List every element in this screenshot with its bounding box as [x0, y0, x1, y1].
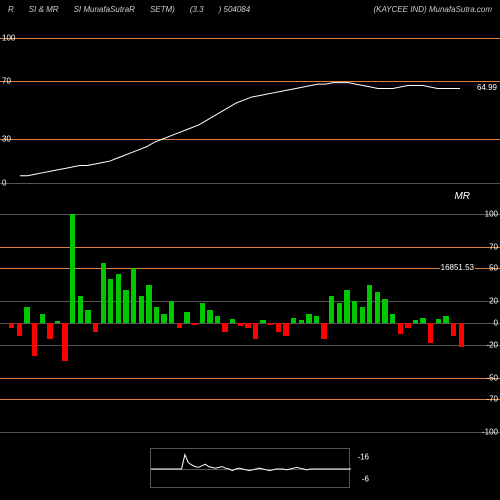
gridline — [0, 399, 500, 400]
header-label-3: SI MunafaSutraR — [74, 5, 135, 14]
mr-bar — [9, 323, 14, 328]
mr-bar — [154, 307, 159, 323]
mr-bar — [192, 323, 197, 325]
mr-bar — [451, 323, 456, 336]
mini-line-svg — [151, 449, 351, 489]
mr-bar — [85, 310, 90, 323]
mr-bar — [352, 301, 357, 323]
y-tick-label: 50 — [489, 264, 498, 273]
mr-bar — [260, 320, 265, 323]
mr-bar — [337, 303, 342, 323]
mr-bar — [222, 323, 227, 332]
mr-bar — [169, 301, 174, 323]
y-tick-label: -20 — [486, 340, 498, 349]
gridline — [0, 345, 500, 346]
mr-bar — [123, 290, 128, 323]
mr-bar — [200, 303, 205, 323]
mr-bar — [436, 319, 441, 323]
mr-bar — [459, 323, 464, 347]
mr-bar — [390, 314, 395, 323]
mr-bar — [420, 318, 425, 323]
mr-bar — [230, 319, 235, 323]
mr-bar — [360, 307, 365, 323]
mr-bar — [344, 290, 349, 323]
mr-value-label: 16851.53 — [440, 263, 475, 272]
rsi-chart-panel: 0307010064.99 — [0, 23, 500, 183]
mr-bar — [413, 320, 418, 323]
mr-bar — [184, 312, 189, 323]
mr-bar — [398, 323, 403, 334]
mr-chart-panel: MR -100-70-50-20020507010016851.53 — [0, 203, 500, 443]
mr-bar — [245, 323, 250, 328]
chart-header: R SI & MR SI MunafaSutraR SETM) (3.3 ) 5… — [0, 0, 500, 18]
mr-bar — [329, 296, 334, 323]
mr-bar — [291, 318, 296, 323]
mr-bar — [428, 323, 433, 343]
mr-bar — [40, 314, 45, 323]
mr-bar — [367, 285, 372, 323]
header-label-4: SETM) — [150, 5, 175, 14]
mr-bar — [139, 296, 144, 323]
mr-bar — [93, 323, 98, 332]
mr-bar — [238, 323, 243, 326]
mr-bar — [253, 323, 258, 339]
mr-bar — [146, 285, 151, 323]
mr-bar — [207, 310, 212, 323]
header-center-1: (3.3 — [190, 5, 204, 14]
gridline — [0, 432, 500, 433]
header-label-2: SI & MR — [29, 5, 59, 14]
mr-bar — [116, 274, 121, 323]
mr-bar — [405, 323, 410, 328]
y-tick-label: 100 — [485, 209, 498, 218]
mr-bar — [268, 323, 273, 325]
mr-bar — [78, 296, 83, 323]
mr-bar — [321, 323, 326, 339]
rsi-line-svg — [0, 23, 500, 183]
mr-bar — [283, 323, 288, 336]
y-tick-label: 20 — [489, 297, 498, 306]
mr-bar — [55, 321, 60, 323]
mr-bar — [32, 323, 37, 356]
mr-bar — [306, 314, 311, 323]
mr-bar — [177, 323, 182, 328]
y-tick-label: -50 — [486, 373, 498, 382]
mr-bar — [24, 307, 29, 323]
mr-bar — [108, 279, 113, 323]
mr-bar — [443, 316, 448, 323]
header-label-1: R — [8, 5, 14, 14]
mr-bar — [299, 320, 304, 323]
mr-label: MR — [454, 191, 470, 202]
mr-bar — [17, 323, 22, 336]
y-tick-label: -100 — [482, 428, 498, 437]
mr-bar — [161, 314, 166, 323]
mr-bar — [375, 292, 380, 323]
mini-label-bottom: -6 — [362, 475, 369, 484]
mr-bar — [62, 323, 67, 361]
header-center-2: ) 504084 — [219, 5, 251, 14]
y-tick-label: -70 — [486, 395, 498, 404]
mr-bar — [131, 268, 136, 323]
y-tick-label: 70 — [489, 242, 498, 251]
y-tick-label: 0 — [494, 319, 498, 328]
mr-bar — [101, 263, 106, 323]
mini-label-top: -16 — [357, 453, 369, 462]
mr-bar — [382, 299, 387, 323]
mr-bar — [70, 214, 75, 323]
header-right: (KAYCEE IND) MunafaSutra.com — [373, 5, 492, 14]
gridline — [0, 183, 500, 184]
mr-bar — [314, 316, 319, 323]
mr-bar — [215, 316, 220, 323]
mr-bar — [276, 323, 281, 332]
mr-bar — [47, 323, 52, 339]
gridline — [0, 378, 500, 379]
mini-chart-panel: -16-6 — [150, 448, 350, 488]
